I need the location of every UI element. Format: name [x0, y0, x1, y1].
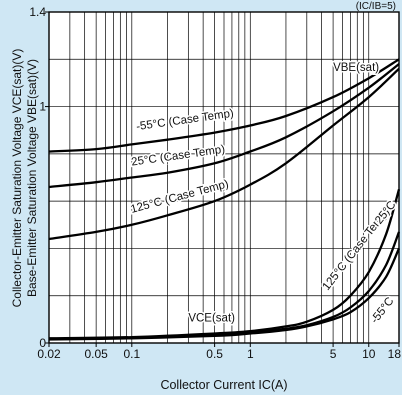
y-axis-ticks: 011.4: [29, 5, 49, 350]
x-tick-label-5: 5: [330, 347, 337, 361]
y-tick-label-2: 1.4: [29, 5, 46, 19]
x-axis-label: Collector Current IC(A): [160, 378, 287, 392]
y-tick-label-1: 1: [39, 100, 46, 114]
x-tick-label-1: 0.05: [84, 347, 108, 361]
ratio-note: (IC/IB=5): [356, 1, 396, 12]
curve-vbe-0: [48, 58, 400, 153]
curve-label-4: VCE(sat): [188, 313, 235, 325]
curve-vbe-2: [48, 67, 400, 241]
curve-vbe-1: [48, 63, 400, 189]
plot-frame: [48, 11, 400, 344]
x-axis-ticks: 0.02 0.05 0.1 0.5 1 5 10 18: [37, 343, 401, 361]
curve-vce-5: [48, 247, 401, 341]
curves: [48, 58, 401, 341]
x-tick-label-0: 0.02: [37, 347, 61, 361]
y-tick-label-0: 0: [39, 336, 46, 350]
x-tick-label-3: 0.5: [206, 347, 223, 361]
x-tick-label-6: 10: [362, 347, 376, 361]
x-tick-label-4: 1: [247, 347, 254, 361]
x-tick-label-7: 18: [388, 347, 402, 361]
y-axis-label-line-1: Collector-Emitter Saturation Voltage VCE…: [10, 49, 24, 308]
y-axis-label-line-2: Base-Emitter Saturation Voltage VBE(sat)…: [25, 59, 39, 297]
x-tick-label-2: 0.1: [123, 347, 140, 361]
curve-label-0: VBE(sat): [333, 62, 379, 74]
